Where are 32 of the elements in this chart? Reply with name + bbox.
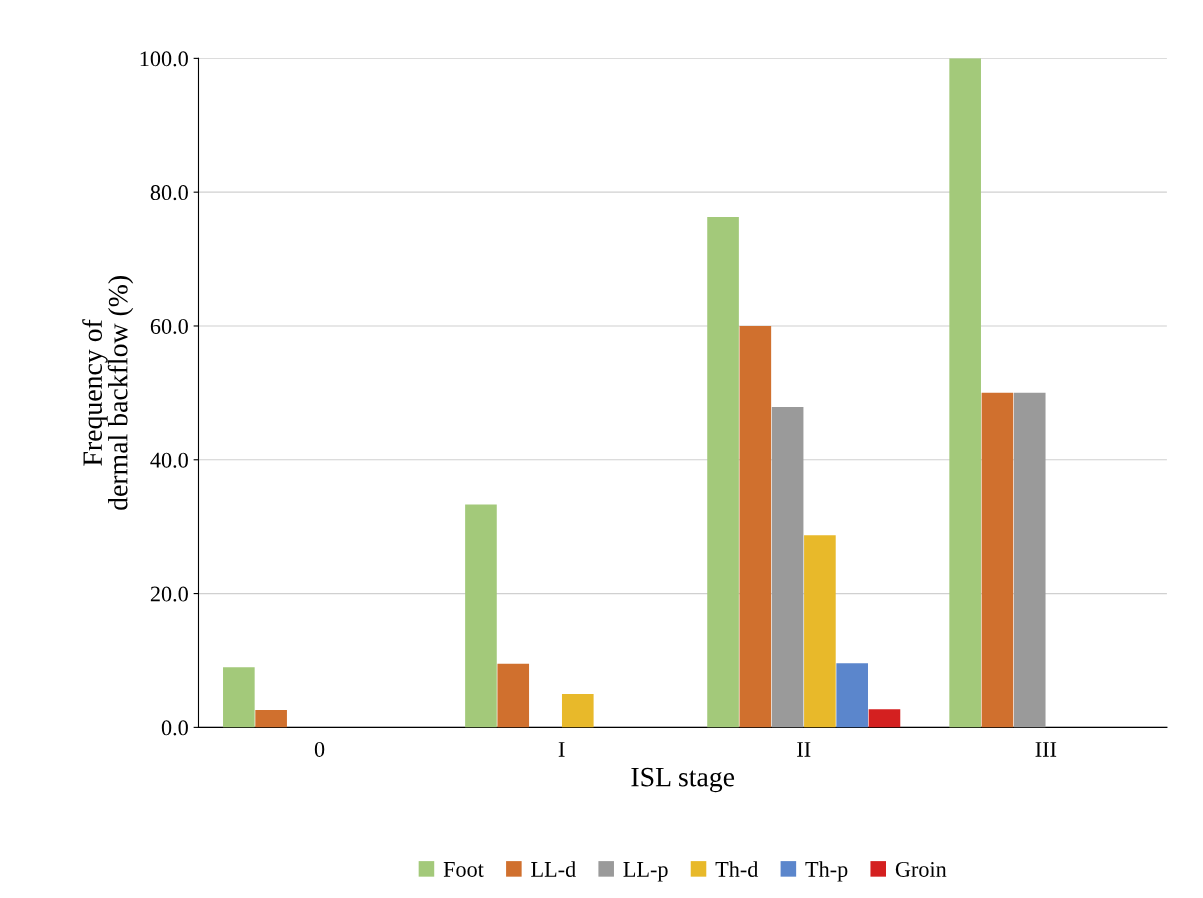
- x-tick-label: II: [797, 742, 811, 757]
- bar: [771, 406, 804, 728]
- y-tick-label: 60.0: [150, 318, 188, 334]
- bar: [1013, 392, 1046, 728]
- bar: [255, 709, 287, 728]
- y-tick-label: 0.0: [161, 720, 188, 736]
- legend-label: Th-d: [715, 861, 759, 877]
- x-axis-title: ISL stage: [631, 767, 735, 793]
- legend-label: Foot: [443, 862, 484, 877]
- y-axis-title: Frequency of dermal backflow (%): [82, 276, 134, 510]
- bar: [949, 58, 981, 728]
- bar: [868, 709, 901, 728]
- x-tick-label: 0: [314, 741, 325, 757]
- bar: [561, 693, 594, 728]
- bar: [739, 325, 772, 728]
- y-tick-label: 80.0: [150, 185, 188, 201]
- y-tick-label: 20.0: [150, 586, 188, 602]
- x-tick-label: III: [1035, 742, 1057, 757]
- legend-label: Groin: [895, 861, 947, 877]
- bar: [836, 663, 868, 728]
- legend-label: Th-p: [805, 861, 848, 882]
- bar: [707, 216, 739, 728]
- y-tick-label: 40.0: [150, 452, 188, 468]
- x-tick-label: I: [558, 742, 565, 757]
- bar: [804, 535, 836, 728]
- y-tick-label: 100.0: [140, 51, 188, 67]
- bar: [465, 504, 497, 728]
- bar: [223, 667, 255, 728]
- bar: [981, 392, 1014, 728]
- bar: [497, 663, 530, 728]
- legend-label: LL-d: [531, 861, 576, 877]
- legend-label: LL-p: [623, 862, 668, 882]
